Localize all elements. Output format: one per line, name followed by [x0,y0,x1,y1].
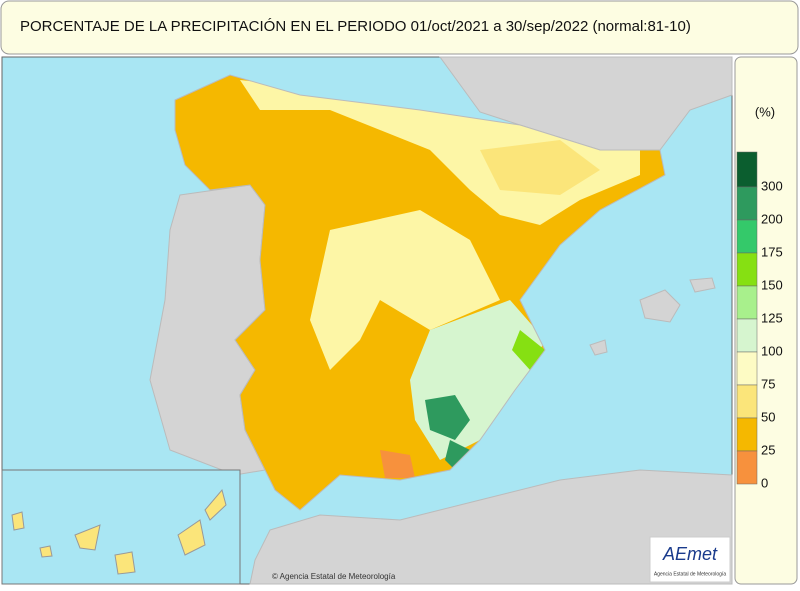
legend-label: 100 [761,343,783,358]
title: PORCENTAJE DE LA PRECIPITACIÓN EN EL PER… [20,18,691,35]
neighbour-land [149,56,733,585]
legend-swatch [736,252,758,287]
logo: AEmet [662,544,718,564]
legend-label: 0 [761,475,768,490]
legend-swatch [736,219,758,254]
spain-outline [174,74,666,511]
legend-swatch [736,186,758,221]
legend-label: 125 [761,310,783,325]
legend-swatch [736,351,758,386]
credit: © Agencia Estatal de Meteorología [272,572,396,581]
legend-label: 150 [761,277,783,292]
legend-swatch [736,450,758,485]
legend: 300 200 175 150 125 100 75 50 25 0 [736,151,783,490]
legend-unit: (%) [755,104,775,119]
canary-islands [11,488,227,575]
legend-swatch [736,151,758,188]
legend-swatch [736,285,758,320]
title-box [0,0,799,55]
legend-swatch [736,384,758,419]
legend-label: 50 [761,409,775,424]
logo-box [649,536,731,583]
legend-swatch [736,417,758,452]
legend-label: 25 [761,442,775,457]
legend-swatch [736,318,758,353]
logo-subtitle: Agencia Estatal de Meteorología [654,571,726,577]
legend-label: 175 [761,244,783,259]
legend-label: 300 [761,178,783,193]
legend-label: 75 [761,376,775,391]
legend-label: 200 [761,211,783,226]
